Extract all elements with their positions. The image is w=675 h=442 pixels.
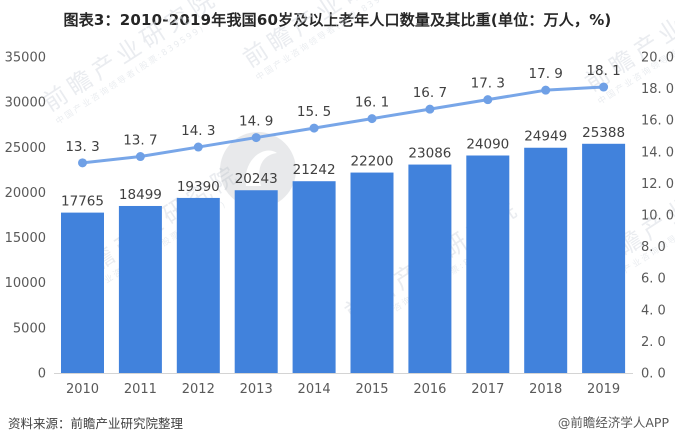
line-point-2012 bbox=[193, 142, 203, 152]
bar-2018 bbox=[524, 147, 568, 373]
x-axis-label-2018: 2018 bbox=[529, 382, 562, 397]
bar-2019 bbox=[582, 143, 626, 373]
watermark-logo-glyph bbox=[245, 150, 277, 186]
line-label-2018: 17. 9 bbox=[529, 66, 563, 82]
right-axis-tick-2. 0: 2. 0 bbox=[641, 335, 666, 350]
x-axis-label-2016: 2016 bbox=[413, 382, 446, 397]
line-point-2011 bbox=[135, 152, 145, 162]
line-label-2012: 14. 3 bbox=[181, 123, 215, 139]
x-axis-label-2014: 2014 bbox=[298, 382, 331, 397]
bar-2016 bbox=[408, 164, 452, 373]
line-point-2010 bbox=[78, 158, 87, 168]
bar-label-2014: 21242 bbox=[293, 162, 336, 178]
x-axis-label-2010: 2010 bbox=[66, 382, 99, 397]
line-label-2014: 15. 5 bbox=[297, 104, 331, 120]
bar-2013 bbox=[234, 190, 278, 373]
line-point-2017 bbox=[483, 95, 493, 105]
ratio-line bbox=[81, 85, 606, 165]
bar-2017 bbox=[466, 155, 510, 373]
bar-label-2010: 17765 bbox=[61, 194, 104, 210]
left-axis-tick-30000: 30000 bbox=[5, 96, 46, 111]
right-axis-tick-0. 0: 0. 0 bbox=[641, 367, 666, 382]
right-axis-tick-14. 0: 14. 0 bbox=[641, 145, 674, 160]
left-axis-tick-0: 0 bbox=[38, 367, 46, 382]
left-axis-tick-15000: 15000 bbox=[5, 231, 46, 246]
line-label-2010: 13. 3 bbox=[65, 139, 99, 155]
x-axis-label-2012: 2012 bbox=[182, 382, 215, 397]
watermark-main: 前瞻产业研究院 bbox=[38, 0, 224, 117]
left-axis-tick-5000: 5000 bbox=[13, 321, 46, 336]
right-axis-tick-16. 0: 16. 0 bbox=[641, 114, 674, 129]
bar-label-2019: 25388 bbox=[582, 125, 625, 141]
credit-note: @前瞻经济学人APP bbox=[557, 415, 669, 430]
watermark-logo-circle bbox=[220, 132, 296, 208]
left-axis-tick-35000: 35000 bbox=[5, 51, 46, 66]
right-axis-tick-12. 0: 12. 0 bbox=[641, 177, 674, 192]
line-label-2015: 16. 1 bbox=[355, 95, 389, 111]
line-label-2016: 16. 7 bbox=[413, 85, 447, 101]
bar-label-2012: 19390 bbox=[177, 179, 220, 195]
bar-label-2015: 22200 bbox=[351, 154, 394, 170]
bar-label-2018: 24949 bbox=[524, 129, 567, 145]
line-point-2019 bbox=[599, 82, 609, 92]
bar-label-2017: 24090 bbox=[466, 137, 509, 153]
right-axis-tick-10. 0: 10. 0 bbox=[641, 209, 674, 224]
bar-label-2013: 20243 bbox=[235, 171, 278, 187]
line-label-2013: 14. 9 bbox=[239, 114, 273, 130]
bar-2014 bbox=[292, 181, 336, 373]
bar-label-2016: 23086 bbox=[408, 146, 451, 162]
right-axis-tick-6. 0: 6. 0 bbox=[641, 272, 666, 287]
bar-2011 bbox=[118, 205, 162, 373]
line-label-2019: 18. 1 bbox=[586, 63, 620, 79]
x-axis-label-2019: 2019 bbox=[587, 382, 620, 397]
bar-2015 bbox=[350, 172, 394, 373]
line-label-2011: 13. 7 bbox=[123, 133, 157, 149]
left-axis-tick-20000: 20000 bbox=[5, 186, 46, 201]
line-point-2015 bbox=[367, 114, 377, 124]
x-axis-label-2011: 2011 bbox=[124, 382, 157, 397]
bar-2012 bbox=[176, 197, 220, 373]
bar-2010 bbox=[61, 212, 104, 373]
line-point-2016 bbox=[425, 104, 435, 114]
watermark-logo bbox=[220, 132, 296, 208]
x-axis-label-2015: 2015 bbox=[355, 382, 388, 397]
bar-label-2011: 18499 bbox=[119, 187, 162, 203]
chart-title: 图表3：2010-2019年我国60岁及以上老年人口数量及其比重(单位：万人，%… bbox=[63, 11, 612, 29]
left-axis-tick-25000: 25000 bbox=[5, 141, 46, 156]
left-axis-tick-10000: 10000 bbox=[5, 276, 46, 291]
right-axis-tick-20. 0: 20. 0 bbox=[641, 51, 674, 66]
x-axis-label-2013: 2013 bbox=[240, 382, 273, 397]
source-note: 资料来源：前瞻产业研究院整理 bbox=[8, 416, 184, 431]
line-point-2013 bbox=[251, 133, 261, 143]
line-point-2014 bbox=[309, 123, 319, 133]
right-axis-tick-8. 0: 8. 0 bbox=[641, 240, 666, 255]
x-axis-label-2017: 2017 bbox=[471, 382, 504, 397]
line-point-2018 bbox=[541, 85, 551, 95]
right-axis-tick-4. 0: 4. 0 bbox=[641, 303, 666, 318]
right-axis-tick-18. 0: 18. 0 bbox=[641, 82, 674, 97]
line-label-2017: 17. 3 bbox=[471, 76, 505, 92]
